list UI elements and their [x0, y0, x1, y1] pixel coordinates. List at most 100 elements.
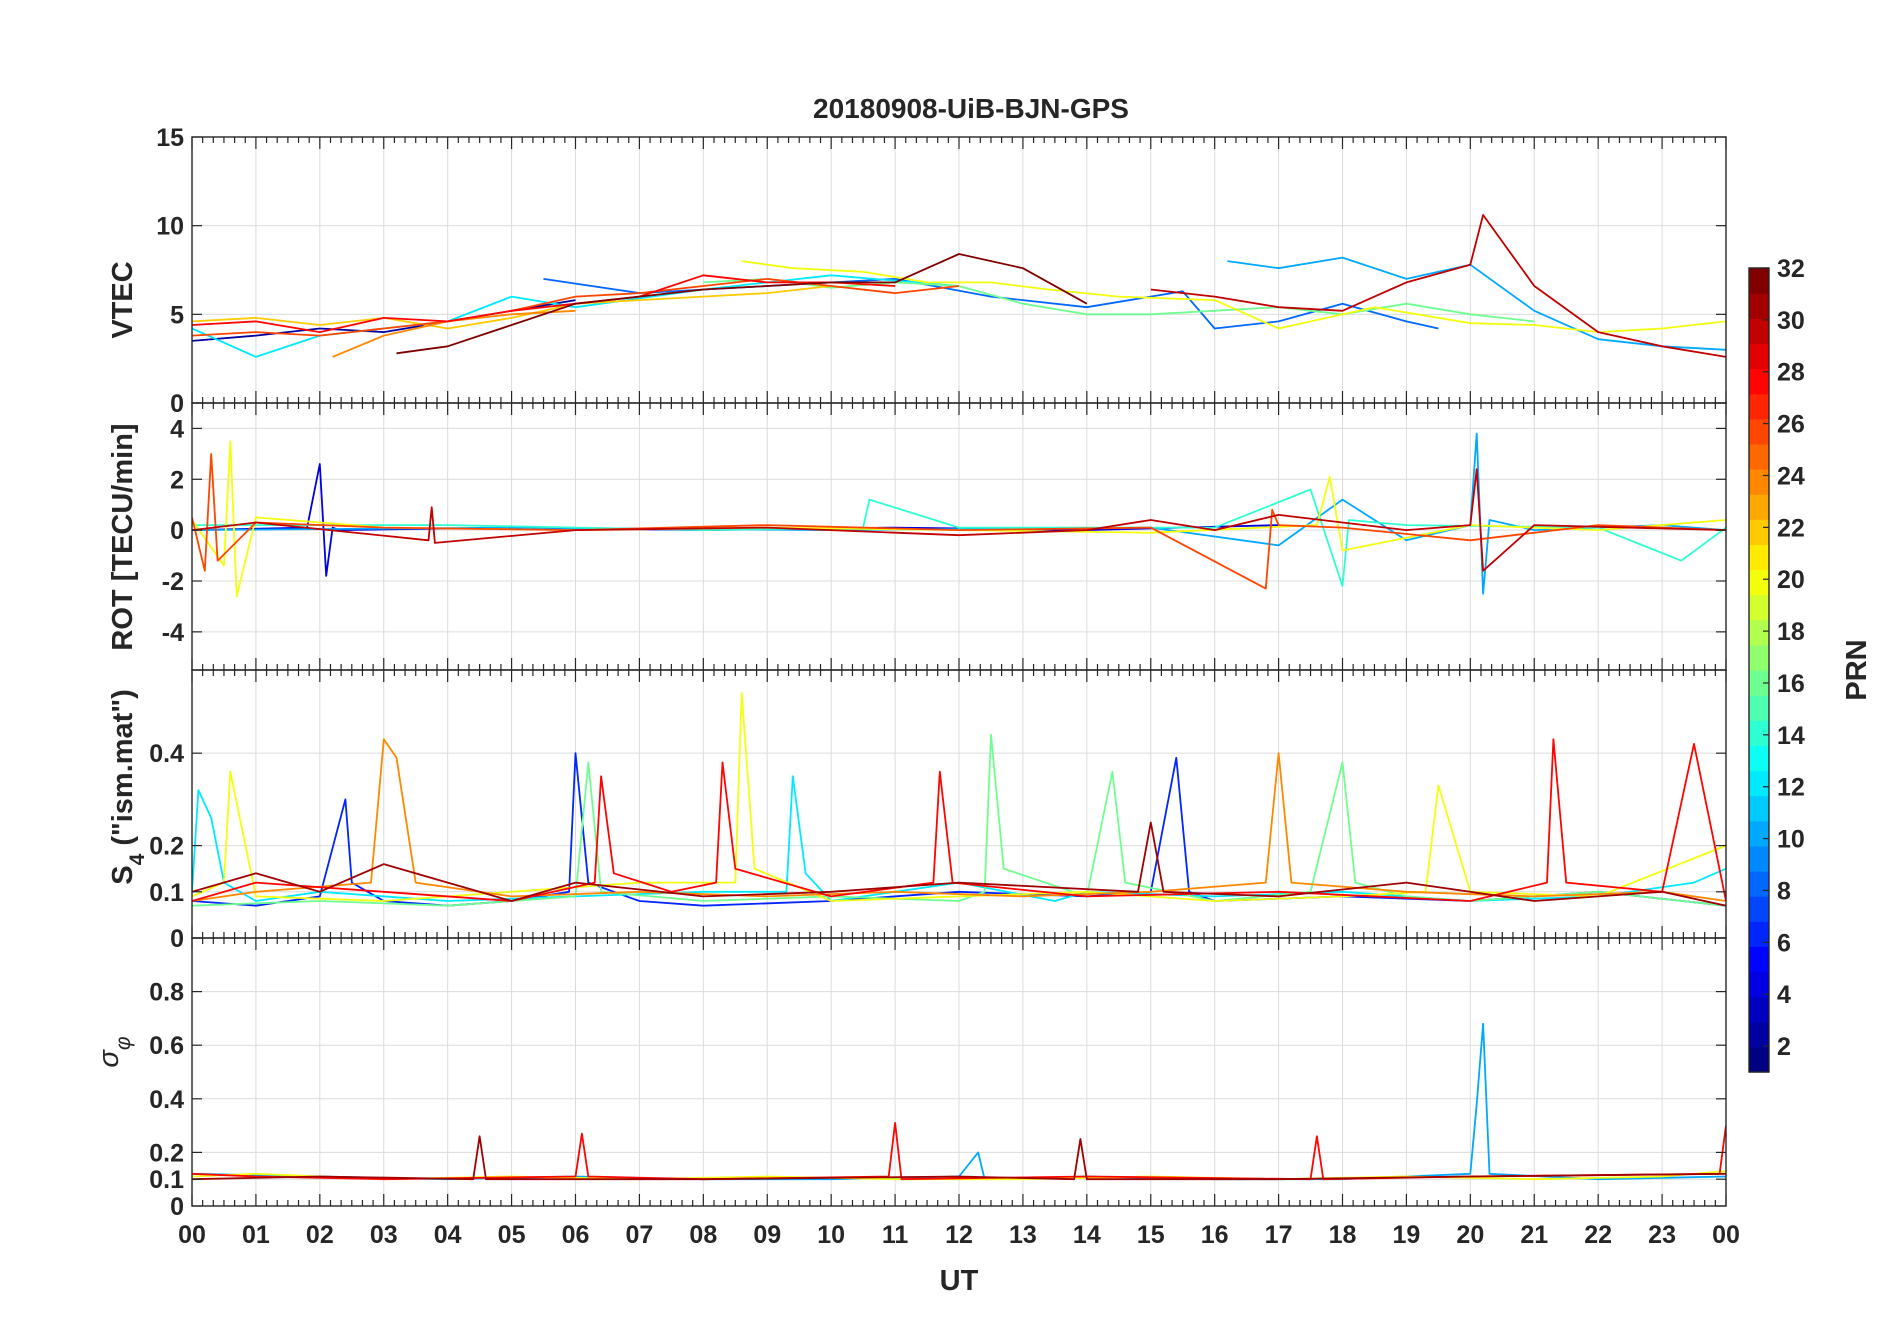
x-tick-label: 02 [306, 1221, 334, 1249]
series-line-prn-22 [192, 285, 832, 330]
colorbar-segment [1749, 318, 1769, 344]
series-line-prn-16 [192, 733, 1726, 907]
x-tick-label: 18 [1329, 1221, 1357, 1249]
colorbar-segment [1749, 594, 1769, 621]
x-tick-label: 09 [753, 1221, 781, 1249]
colorbar-segment [1749, 971, 1769, 998]
colorbar-tick-label: 6 [1777, 929, 1791, 957]
x-tick-label: 16 [1201, 1221, 1229, 1249]
series-line-prn-16 [703, 278, 1535, 323]
colorbar-segment [1749, 368, 1769, 395]
colorbar-segment [1749, 519, 1769, 545]
x-tick-label: 01 [242, 1221, 270, 1249]
series-line-prn-10 [1227, 256, 1726, 351]
colorbar-segment [1749, 393, 1769, 420]
x-tick-label: 00 [1712, 1221, 1740, 1249]
x-axis: 00 01 02 03 04 05 06 07 08 09 10 11 12 13 14 15 16 17 18 19… [178, 1221, 1740, 1297]
colorbar-tick-label: 2 [1777, 1033, 1791, 1061]
x-tick-label: 21 [1520, 1221, 1548, 1249]
series-line-prn-31 [192, 1135, 1726, 1181]
y-axis-label-sub: 4 [126, 853, 149, 865]
x-tick-label: 00 [178, 1221, 206, 1249]
x-tick-label: 23 [1648, 1221, 1676, 1249]
colorbar-segment [1749, 1021, 1769, 1048]
x-tick-label: 08 [689, 1221, 717, 1249]
y-tick-label: 0 [170, 1193, 184, 1221]
series-group [192, 432, 1726, 598]
series-line-prn-14 [192, 488, 1726, 587]
y-tick-label: 0.4 [149, 1086, 184, 1114]
x-tick-label: 14 [1073, 1221, 1101, 1249]
series-line-prn-4 [192, 463, 1279, 577]
x-tick-label: 13 [1009, 1221, 1037, 1249]
colorbar-segment [1749, 921, 1769, 947]
colorbar-segment [1749, 619, 1769, 646]
panel-3: 00.10.20.4S4 ("ism.mat") [107, 669, 1727, 953]
y-axis-label-sub: φ [112, 1036, 135, 1050]
colorbar-segment [1749, 670, 1769, 696]
colorbar-tick-label: 8 [1777, 877, 1791, 905]
x-tick-label: 04 [434, 1221, 462, 1249]
y-tick-label: 0.4 [149, 740, 184, 768]
colorbar-tick-label: 20 [1777, 566, 1805, 594]
colorbar-tick-label: 14 [1777, 722, 1805, 750]
chart-title: 20180908-UiB-BJN-GPS [813, 93, 1129, 124]
colorbar-tick-label: 30 [1777, 307, 1805, 335]
series-line-prn-24 [192, 738, 1726, 902]
colorbar-segment [1749, 544, 1769, 571]
y-tick-label: 4 [170, 415, 184, 443]
x-tick-label: 05 [498, 1221, 526, 1249]
y-axis-label-main: σ [93, 1049, 125, 1068]
x-tick-label: 06 [562, 1221, 590, 1249]
series-line-prn-20 [192, 440, 1726, 598]
series-line-prn-30 [1150, 214, 1726, 358]
colorbar-tick-label: 12 [1777, 774, 1805, 802]
colorbar-segment [1749, 644, 1769, 671]
colorbar-segment [1749, 569, 1769, 596]
y-tick-label: 0 [170, 390, 184, 418]
x-tick-label: 15 [1137, 1221, 1165, 1249]
x-tick-label: 07 [626, 1221, 654, 1249]
y-tick-label: -2 [162, 568, 184, 596]
colorbar-tick-label: 10 [1777, 826, 1805, 854]
y-tick-label: 0.1 [149, 1166, 184, 1194]
colorbar-tick-label: 16 [1777, 670, 1805, 698]
series-line-prn-26 [192, 278, 960, 337]
y-axis-label-main: S [107, 865, 139, 884]
y-tick-label: 0.6 [149, 1032, 184, 1060]
series-line-prn-28 [192, 738, 1726, 902]
y-axis-label-rest: ("ism.mat") [107, 689, 139, 853]
colorbar-segment [1749, 343, 1769, 370]
y-tick-label: 0 [170, 925, 184, 953]
y-axis-label: VTEC [107, 261, 139, 338]
colorbar-tick-label: 26 [1777, 411, 1805, 439]
x-tick-label: 17 [1265, 1221, 1293, 1249]
panel-4: 00.10.2 0.4 0.6 0.8 σφ [93, 937, 1727, 1221]
x-tick-label: 22 [1584, 1221, 1612, 1249]
colorbar-segment [1749, 820, 1769, 847]
colorbar-segment [1749, 896, 1769, 922]
panel-1: 0 5 10 15 VTEC [107, 124, 1727, 418]
y-tick-label: 0.2 [149, 1139, 184, 1167]
series-line-prn-31 [192, 821, 1726, 907]
colorbar-box [1748, 267, 1770, 1073]
colorbar-tick-label: 22 [1777, 514, 1805, 542]
x-tick-label: 10 [817, 1221, 845, 1249]
colorbar-segment [1749, 695, 1769, 721]
y-tick-label: 0.1 [149, 879, 184, 907]
y-tick-label: 2 [170, 466, 184, 494]
colorbar-tick-label: 24 [1777, 462, 1805, 490]
series-group [192, 692, 1726, 907]
series-group [192, 214, 1726, 358]
series-line-prn-20 [741, 260, 1726, 333]
colorbar-tick-label: 28 [1777, 359, 1805, 387]
colorbar-segment [1749, 996, 1769, 1023]
colorbar-segment [1749, 845, 1769, 872]
series-line-prn-28 [192, 274, 896, 333]
colorbar-segment [1749, 418, 1769, 445]
colorbar-segment [1749, 443, 1769, 470]
series-line-prn-30 [192, 468, 1726, 572]
